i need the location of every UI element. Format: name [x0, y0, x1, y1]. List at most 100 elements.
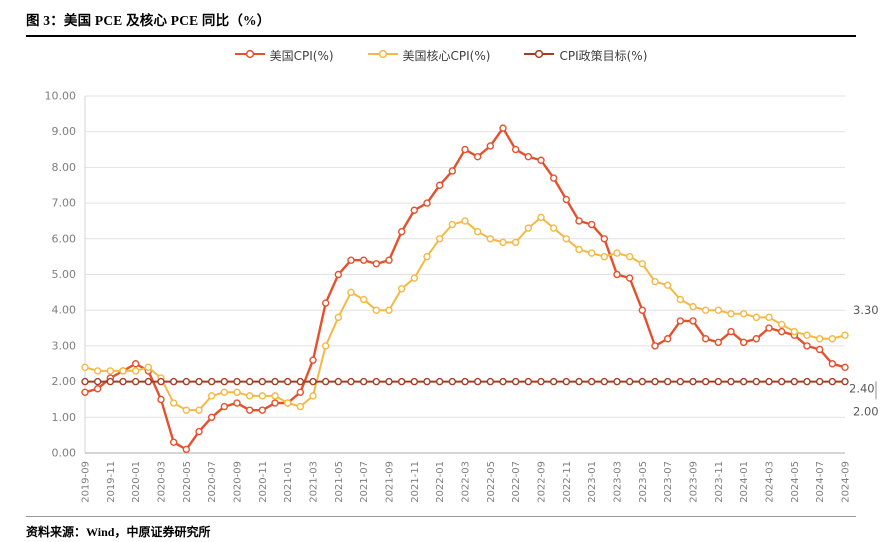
series-marker [587, 377, 596, 386]
x-tick-label: 2023-07 [663, 461, 674, 503]
series-marker [347, 256, 355, 264]
series-marker [81, 363, 89, 372]
series-marker [119, 377, 127, 386]
series-marker [233, 388, 241, 397]
x-tick-label: 2020-03 [157, 461, 168, 503]
series-marker [752, 313, 761, 322]
series-marker [689, 317, 697, 325]
series-marker [638, 306, 647, 314]
series-marker [511, 238, 520, 247]
legend-marker-cpi-target-icon [524, 46, 555, 64]
series-marker [828, 377, 837, 386]
series-marker [271, 377, 279, 386]
series-marker [372, 306, 381, 314]
series-marker [765, 324, 773, 332]
series-marker [448, 377, 457, 386]
series-marker [309, 392, 317, 400]
series-marker [524, 152, 533, 161]
series-marker [777, 320, 786, 329]
x-tick-label: 2021-09 [385, 461, 396, 503]
series-marker [372, 377, 381, 386]
series-marker [131, 367, 140, 375]
x-tick-label: 2019-11 [106, 461, 117, 503]
series-marker [777, 377, 786, 386]
series-marker [613, 249, 621, 257]
x-tick-label: 2024-09 [841, 461, 852, 503]
series-marker [777, 327, 786, 336]
legend-label-us-cpi: 美国CPI(%) [269, 48, 334, 63]
series-marker [549, 174, 558, 182]
series-marker [410, 377, 419, 386]
series-marker [448, 220, 457, 229]
source-note: 资料来源：Wind，中原证券研究所 [26, 525, 211, 539]
x-tick-label: 2021-01 [283, 461, 294, 503]
series-marker [613, 270, 621, 279]
series-marker [613, 377, 621, 386]
series-marker [423, 252, 431, 261]
series-marker [321, 342, 330, 350]
series-marker [347, 377, 355, 386]
series-marker [195, 377, 203, 386]
x-tick-label: 2022-05 [486, 461, 497, 503]
series-marker [473, 152, 482, 161]
x-tick-label: 2020-07 [207, 461, 218, 503]
series-marker [195, 406, 203, 414]
series-marker [562, 377, 571, 386]
series-marker [423, 199, 431, 207]
x-tick-label: 2020-05 [182, 461, 193, 503]
series-marker [803, 377, 811, 386]
series-marker [144, 363, 153, 372]
x-tick-label: 2022-11 [562, 461, 573, 503]
x-tick-label: 2021-07 [359, 461, 370, 503]
series-marker [435, 181, 444, 189]
series-marker [815, 335, 824, 343]
series-marker [93, 377, 102, 386]
series-marker [486, 142, 495, 150]
series-marker [828, 360, 837, 368]
series-marker [169, 377, 178, 386]
series-marker [600, 377, 609, 386]
series-marker [676, 377, 685, 386]
series-marker [752, 377, 761, 386]
x-tick-label: 2022-01 [435, 461, 446, 503]
series-marker [499, 377, 507, 386]
series-marker [663, 377, 672, 386]
series-marker [385, 256, 393, 264]
series-marker [81, 388, 89, 397]
x-tick-label: 2019-09 [81, 461, 92, 503]
series-marker [815, 377, 824, 386]
series-marker [169, 399, 178, 407]
series-marker [625, 377, 634, 386]
series-marker [81, 377, 89, 386]
series-marker [157, 377, 165, 386]
series-marker [499, 124, 507, 132]
chart-legend: 美国CPI(%) 美国核心CPI(%) CPI政策目标(%) [0, 39, 882, 71]
series-marker [359, 295, 368, 304]
series-marker [562, 235, 571, 243]
series-marker [119, 367, 127, 375]
series-marker [651, 277, 659, 286]
series-marker [537, 156, 545, 164]
series-end-label: 2.00 [853, 405, 879, 419]
x-tick-label: 2023-01 [587, 461, 598, 503]
series-marker [461, 217, 469, 225]
series-marker [157, 395, 165, 404]
y-tick-label: 5.00 [52, 268, 77, 281]
series-marker [549, 224, 558, 232]
series-marker [435, 235, 444, 243]
series-marker [689, 302, 697, 311]
series-marker [638, 377, 647, 386]
series-marker [397, 377, 406, 386]
series-marker [169, 438, 178, 446]
y-tick-label: 8.00 [52, 161, 77, 174]
series-marker [739, 310, 748, 318]
series-marker [220, 402, 229, 411]
series-marker [296, 377, 305, 386]
series-marker [727, 377, 735, 386]
series-marker [207, 392, 216, 400]
figure-footer: 资料来源：Wind，中原证券研究所 [26, 516, 856, 542]
series-marker [828, 335, 837, 343]
series-line-0 [83, 126, 847, 451]
series-marker [701, 377, 710, 386]
